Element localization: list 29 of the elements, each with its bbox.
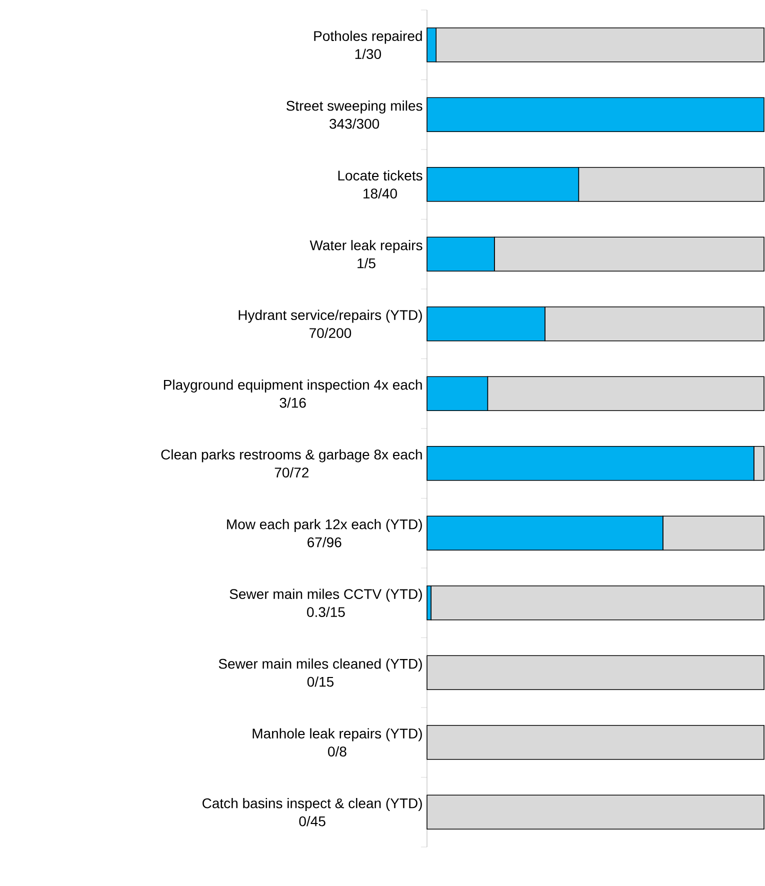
bar: [430, 585, 764, 620]
y-tick-label: Hydrant service/repairs (YTD): [238, 310, 422, 323]
y-tick-label: Potholes repaired: [314, 30, 422, 44]
text: 70/200: [310, 328, 352, 338]
bar: [426, 655, 764, 690]
y-tick-label: Sewer main miles CCTV (YTD): [230, 588, 422, 602]
y-tick-label: Locate tickets: [338, 170, 422, 181]
text: 0/8: [328, 746, 346, 757]
y-tick-label: Playground equipment inspection 4x each: [164, 379, 422, 393]
y-tick-label: Water leak repairs: [310, 240, 422, 254]
text: 0/15: [307, 676, 334, 687]
bar: [426, 794, 764, 830]
text: 18/40: [364, 188, 397, 199]
y-tick-label: Manhole leak repairs (YTD): [252, 728, 422, 742]
y-tick-label: Sewer main miles cleaned (YTD): [218, 658, 422, 672]
bar: [426, 724, 764, 760]
y-tick-label: Mow each park 12x each (YTD): [227, 518, 422, 532]
text: 0/45: [299, 816, 326, 826]
text: 343/300: [330, 118, 380, 129]
text: 1/5: [358, 258, 376, 268]
text: 70/72: [274, 467, 308, 478]
text: 3/16: [280, 397, 306, 408]
y-tick-label: Street sweeping miles: [286, 100, 422, 114]
text: 0.3/15: [307, 606, 345, 618]
y-tick-label: Catch basins inspect & clean (YTD): [202, 798, 422, 812]
text: 1/30: [355, 48, 382, 60]
bar: [426, 97, 764, 132]
y-tick-label: Clean parks restrooms & garbage 8x each: [161, 449, 422, 462]
text: 67/96: [308, 536, 342, 548]
